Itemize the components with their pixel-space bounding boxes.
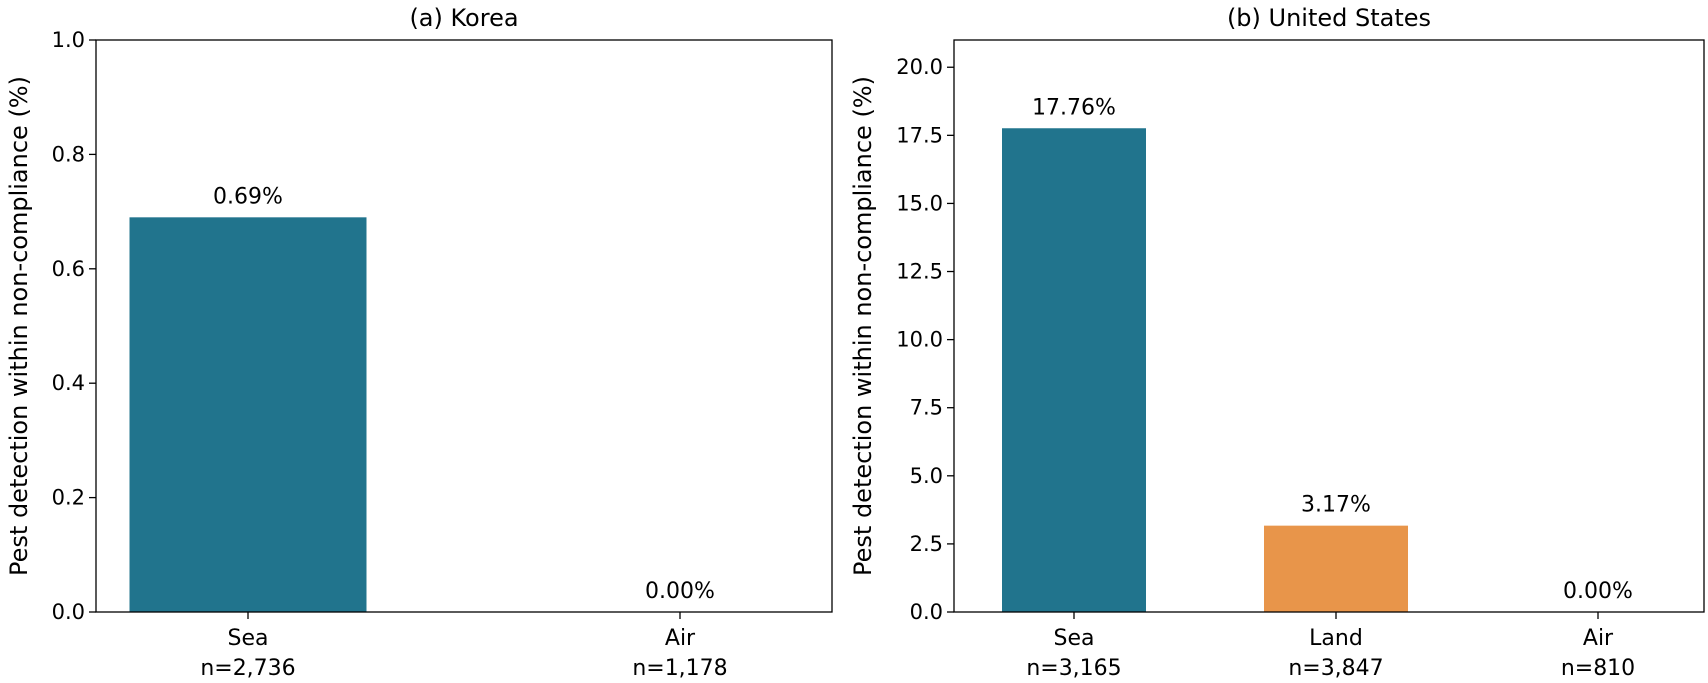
panel-2-y-axis-label: Pest detection within non-compliance (%) <box>849 76 877 576</box>
panel-2-y-tick-label: 5.0 <box>910 464 943 488</box>
panel-2-y-tick-label: 15.0 <box>896 191 943 215</box>
panel-2-title: (b) United States <box>1227 4 1431 32</box>
panel-1-y-axis-label: Pest detection within non-compliance (%) <box>5 76 33 576</box>
panel-2-x-tick-label: Air <box>1583 626 1614 651</box>
panel-2-y-tick-label: 2.5 <box>910 532 943 556</box>
panel-1-y-tick-label: 0.2 <box>52 486 85 510</box>
panel-1-axes-frame <box>95 39 833 613</box>
panel-2-y-tick-label: 10.0 <box>896 328 943 352</box>
panel-2-axes-frame <box>953 39 1705 613</box>
panel-1-y-tick-label: 1.0 <box>52 28 85 52</box>
panel-1-y-tick-label: 0.0 <box>52 600 85 624</box>
panel-2-x-tick-label: Land <box>1309 626 1363 651</box>
panel-2-data-label: 17.76% <box>1032 95 1116 120</box>
panel-1-x-tick-sublabel: n=1,178 <box>632 656 727 681</box>
panel-2-y-tick-label: 0.0 <box>910 600 943 624</box>
panel-1-data-label: 0.00% <box>645 579 715 604</box>
panel-2-x-tick-sublabel: n=810 <box>1561 656 1635 681</box>
panel-1-y-tick-label: 0.8 <box>52 142 85 166</box>
panel-1-x-tick-sublabel: n=2,736 <box>200 656 295 681</box>
panel-2-x-tick-sublabel: n=3,165 <box>1026 656 1121 681</box>
panel-2-y-tick-label: 17.5 <box>896 123 943 147</box>
panel-1-x-tick-label: Air <box>665 626 696 651</box>
panel-2-x-tick-sublabel: n=3,847 <box>1288 656 1383 681</box>
panel-1-y-tick-label: 0.6 <box>52 257 85 281</box>
panel-2-bar-land <box>1264 525 1408 612</box>
panel-2-y-tick-label: 20.0 <box>896 55 943 79</box>
panel-1-bar-sea <box>129 217 367 612</box>
panel-2-bar-sea <box>1002 128 1146 612</box>
panel-1-x-tick-label: Sea <box>228 626 269 651</box>
panel-1-title: (a) Korea <box>409 4 518 32</box>
panel-2-y-tick-label: 7.5 <box>910 396 943 420</box>
panel-2-x-tick-label: Sea <box>1054 626 1095 651</box>
panel-1-y-tick-label: 0.4 <box>52 371 85 395</box>
panel-2-data-label: 3.17% <box>1301 493 1371 518</box>
panel-2-data-label: 0.00% <box>1563 579 1633 604</box>
panel-1-data-label: 0.69% <box>213 184 283 209</box>
panel-2-y-tick-label: 12.5 <box>896 260 943 284</box>
